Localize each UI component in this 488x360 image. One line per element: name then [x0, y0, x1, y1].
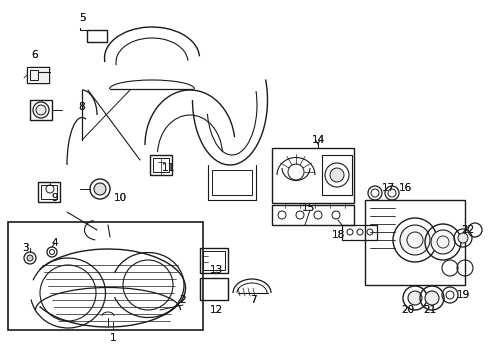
Text: 20: 20 — [401, 305, 414, 315]
Circle shape — [424, 291, 438, 305]
Bar — [38, 182, 60, 202]
Text: 5: 5 — [79, 13, 85, 23]
Text: 15: 15 — [301, 203, 314, 213]
Text: 14: 14 — [311, 135, 324, 145]
Text: 7: 7 — [249, 295, 256, 305]
Circle shape — [94, 183, 106, 195]
Bar — [200, 278, 227, 300]
Bar — [212, 170, 251, 195]
Circle shape — [430, 230, 454, 254]
Text: 21: 21 — [423, 305, 436, 315]
Circle shape — [36, 105, 46, 115]
Circle shape — [27, 255, 33, 261]
Text: 11: 11 — [161, 163, 174, 173]
Text: 16: 16 — [398, 183, 411, 193]
Text: 22: 22 — [461, 225, 474, 235]
Bar — [153, 158, 169, 172]
Bar — [203, 251, 224, 270]
Text: 5: 5 — [79, 13, 85, 23]
Text: 21: 21 — [423, 305, 436, 315]
Text: 13: 13 — [209, 265, 222, 275]
Text: 19: 19 — [455, 290, 468, 300]
Bar — [27, 67, 49, 83]
Bar — [30, 70, 38, 80]
Text: 2: 2 — [179, 295, 186, 305]
Text: 9: 9 — [52, 193, 58, 203]
Circle shape — [329, 168, 343, 182]
Bar — [27, 67, 49, 83]
Text: 3: 3 — [21, 243, 28, 253]
Text: 18: 18 — [331, 230, 344, 240]
Bar — [271, 148, 353, 203]
Text: 4: 4 — [52, 238, 58, 248]
Text: 10: 10 — [113, 193, 126, 203]
Text: 2: 2 — [179, 295, 186, 305]
Text: 6: 6 — [32, 50, 38, 60]
Circle shape — [407, 291, 421, 305]
Text: 6: 6 — [32, 50, 38, 60]
Text: 9: 9 — [52, 193, 58, 203]
Bar — [150, 155, 172, 175]
Text: 13: 13 — [209, 265, 222, 275]
Text: 17: 17 — [381, 183, 394, 193]
Text: 12: 12 — [209, 305, 222, 315]
Text: 7: 7 — [249, 295, 256, 305]
Bar — [321, 155, 351, 195]
Text: 4: 4 — [52, 238, 58, 248]
Text: 1: 1 — [109, 333, 116, 343]
Bar — [341, 225, 376, 240]
Bar — [8, 222, 203, 330]
Text: 20: 20 — [401, 305, 414, 315]
Text: 8: 8 — [79, 102, 85, 112]
Circle shape — [457, 233, 467, 243]
Text: 18: 18 — [331, 230, 344, 240]
Text: 8: 8 — [79, 102, 85, 112]
Text: 10: 10 — [113, 193, 126, 203]
Text: 19: 19 — [455, 290, 468, 300]
Text: 1: 1 — [109, 333, 116, 343]
Text: 16: 16 — [398, 183, 411, 193]
Bar — [30, 100, 52, 120]
Text: 14: 14 — [311, 135, 324, 145]
Bar — [41, 185, 57, 199]
Text: 15: 15 — [301, 203, 314, 213]
Bar — [200, 248, 227, 273]
Bar — [87, 30, 107, 42]
Bar — [364, 200, 464, 285]
Text: 11: 11 — [161, 163, 174, 173]
Bar — [271, 205, 353, 225]
Circle shape — [399, 225, 429, 255]
Text: 22: 22 — [461, 225, 474, 235]
Text: 17: 17 — [381, 183, 394, 193]
Text: 3: 3 — [21, 243, 28, 253]
Text: 12: 12 — [209, 305, 222, 315]
